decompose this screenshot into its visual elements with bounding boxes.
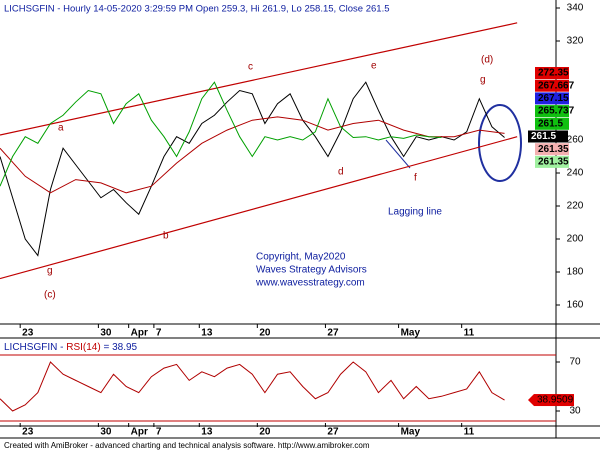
y-tick-label: 340 — [567, 3, 584, 14]
rsi-label-arrow — [528, 394, 534, 407]
rsi-title-part: RSI(14) — [66, 342, 100, 353]
y-tick-label: 220 — [567, 201, 584, 212]
x-tick-label: 7 — [156, 427, 162, 438]
footer: Created with AmiBroker - advanced charti… — [4, 441, 370, 450]
series-line — [0, 81, 505, 257]
price-label-box — [535, 117, 569, 130]
annotation: Waves Strategy Advisors — [256, 265, 367, 276]
x-tick-label: 7 — [156, 328, 162, 339]
annotation: c — [248, 62, 253, 73]
y-tick-label: 320 — [567, 36, 584, 47]
x-tick-label: 23 — [22, 328, 34, 339]
chart-title: LICHSGFIN - Hourly 14-05-2020 3:29:59 PM… — [4, 4, 390, 15]
highlight-ellipse — [478, 104, 522, 182]
price-label: 261.5 — [538, 118, 563, 129]
x-tick-label: 11 — [464, 427, 475, 438]
rsi-label-box — [534, 394, 574, 407]
price-label-box — [535, 92, 569, 105]
rsi-title-part: LICHSGFIN - — [4, 342, 66, 353]
rsi-title: LICHSGFIN - RSI(14) = 38.95 — [4, 342, 138, 353]
annotation: d — [338, 167, 344, 178]
annotation: a — [58, 123, 64, 134]
y-tick-label: 160 — [567, 300, 584, 311]
price-label-box — [535, 155, 569, 168]
series-line — [0, 116, 505, 194]
x-tick-label: 13 — [201, 328, 213, 339]
x-tick-label: 27 — [327, 427, 339, 438]
price-label-box — [535, 79, 569, 92]
annotation: g — [480, 75, 486, 86]
price-label: 261.5 — [531, 131, 556, 142]
series-line — [0, 361, 505, 412]
annotation: (d) — [481, 55, 493, 66]
price-label-box — [528, 130, 568, 143]
price-label-box — [535, 105, 569, 118]
trendline — [0, 22, 518, 136]
annotation: (c) — [44, 290, 56, 301]
x-tick-label: 27 — [327, 328, 339, 339]
y-tick-label: 180 — [567, 267, 584, 278]
x-tick-label: May — [401, 328, 421, 339]
annotation: Copyright, May2020 — [256, 252, 346, 263]
price-label: 261.35 — [538, 157, 569, 168]
x-tick-label: 13 — [201, 427, 213, 438]
annotation: f — [414, 173, 417, 184]
y-tick-label: 260 — [567, 135, 584, 146]
rsi-title-part: = 38.95 — [101, 342, 138, 353]
annotation: b — [163, 231, 169, 242]
arrow — [385, 139, 411, 169]
x-tick-label: 20 — [259, 427, 271, 438]
price-label: 261.35 — [538, 144, 569, 155]
x-tick-label: 20 — [259, 328, 271, 339]
price-label: 267.15 — [538, 93, 569, 104]
price-label-box — [535, 143, 569, 156]
price-label: 265.737 — [538, 106, 575, 117]
x-tick-label: Apr — [131, 328, 148, 339]
y-tick-label: 30 — [569, 406, 581, 417]
x-tick-label: 30 — [100, 427, 112, 438]
series-line — [0, 81, 442, 187]
price-label-box — [535, 67, 569, 79]
y-tick-label: 200 — [567, 234, 584, 245]
x-tick-label: Apr — [131, 427, 148, 438]
annotation: www.wavesstrategy.com — [255, 278, 365, 289]
x-tick-label: 30 — [100, 328, 112, 339]
annotation: e — [371, 61, 377, 72]
x-tick-label: 23 — [22, 427, 34, 438]
rsi-label: 38.9509 — [537, 395, 574, 406]
y-tick-label: 70 — [569, 357, 581, 368]
price-label: 267.667 — [538, 80, 575, 91]
trendline — [0, 136, 518, 280]
annotation: Lagging line — [388, 207, 442, 218]
x-tick-label: May — [401, 427, 421, 438]
y-tick-label: 240 — [567, 168, 584, 179]
price-label: 272.35 — [538, 68, 569, 79]
x-tick-label: 11 — [464, 328, 475, 339]
annotation: g — [47, 266, 53, 277]
